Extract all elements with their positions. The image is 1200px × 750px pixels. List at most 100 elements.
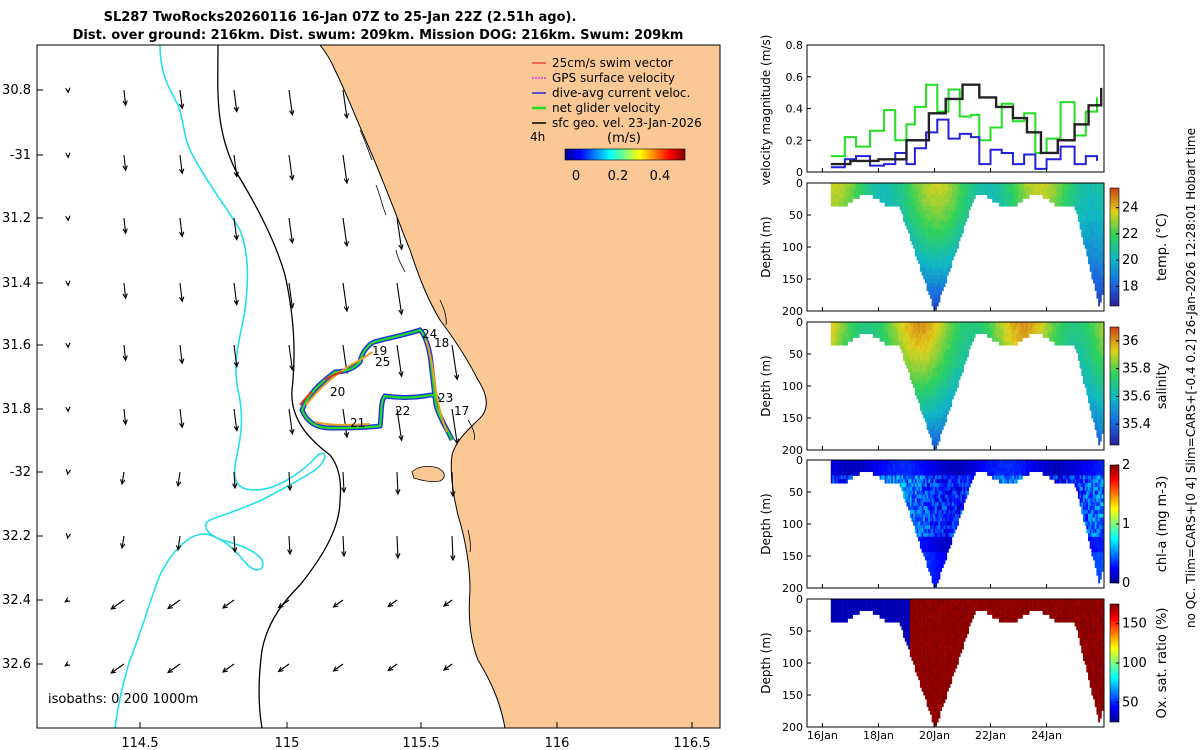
section-cell <box>953 198 956 203</box>
section-cell <box>1084 375 1087 381</box>
section-cell <box>928 360 931 365</box>
section-cell <box>1049 322 1052 327</box>
isobath-1000m <box>114 45 326 728</box>
section-cell <box>936 275 939 280</box>
section-cell <box>943 471 946 476</box>
section-cell <box>861 186 864 192</box>
velocity-arrow <box>288 471 291 491</box>
section-cell <box>918 202 921 207</box>
section-cell <box>1014 479 1017 484</box>
section-cell <box>933 517 936 522</box>
section-cell <box>938 240 941 245</box>
section-cell <box>924 329 927 335</box>
section-cell <box>948 460 951 465</box>
section-cell <box>923 513 926 519</box>
section-cell <box>993 190 996 196</box>
section-cell <box>1099 414 1102 419</box>
section-cell <box>1098 186 1101 192</box>
section-cell <box>940 364 943 369</box>
section-cell <box>1094 275 1097 280</box>
section-cell <box>1089 394 1092 400</box>
section-cell <box>955 345 958 350</box>
section-cell <box>893 322 895 327</box>
section-cell <box>1009 198 1011 203</box>
section-cell <box>951 387 954 392</box>
section-cell <box>1096 206 1099 211</box>
section-cell <box>1091 322 1094 327</box>
section-cell <box>972 467 974 473</box>
section-cell <box>933 567 936 572</box>
section-cell <box>1042 460 1045 465</box>
section-cell <box>904 325 907 331</box>
section-cell <box>936 402 939 407</box>
section-cell <box>955 486 958 492</box>
section-cell <box>835 183 838 188</box>
section-cell <box>940 352 943 358</box>
section-cell <box>918 532 921 538</box>
velocity-arrow <box>278 599 290 608</box>
section-cell <box>953 217 956 222</box>
section-cell <box>956 198 959 203</box>
section-cell <box>896 471 899 476</box>
section-cell <box>928 348 931 354</box>
section-cell <box>931 279 934 284</box>
section-cell <box>940 548 943 553</box>
section-cell <box>1017 471 1020 476</box>
section-cell <box>941 325 944 331</box>
section-cell <box>933 213 936 219</box>
section-cell <box>1098 263 1101 268</box>
section-cell <box>955 225 958 230</box>
section-cell <box>946 502 949 507</box>
velocity-arrowhead <box>64 597 71 603</box>
section-cell <box>852 467 855 473</box>
section-cell <box>943 475 946 480</box>
section-cell <box>966 345 969 350</box>
section-cell <box>914 486 917 492</box>
section-cell <box>861 467 864 473</box>
section-cell <box>896 194 899 199</box>
section-cell <box>943 536 946 542</box>
section-cell <box>992 333 995 338</box>
section-cell <box>935 421 938 427</box>
section-cell <box>961 498 964 503</box>
section-cell <box>1079 352 1082 358</box>
section-cell <box>877 463 880 469</box>
section-cell <box>916 198 919 203</box>
section-cell <box>950 521 953 526</box>
section-cell <box>990 190 993 196</box>
section-cell <box>857 183 860 188</box>
section-cell <box>913 325 916 331</box>
section-cell <box>946 548 949 553</box>
section-cell <box>938 383 941 388</box>
section-cell <box>1056 322 1059 327</box>
colorbar-tick: 0 <box>572 169 580 184</box>
section-cell <box>1091 406 1094 411</box>
section-cell <box>926 267 929 272</box>
section-cell <box>961 209 964 215</box>
section-cell <box>1098 248 1101 253</box>
section-cell <box>1054 202 1057 207</box>
section-cell <box>931 183 934 188</box>
section-cell <box>924 540 927 545</box>
section-cell <box>886 460 889 465</box>
section-cell <box>1047 183 1050 188</box>
section-cell <box>921 263 924 268</box>
section-cell <box>953 248 956 253</box>
section-cell <box>1082 198 1085 203</box>
section-cell <box>945 244 948 249</box>
section-cell <box>901 325 904 331</box>
section-cell <box>1071 475 1074 480</box>
section-cell <box>1017 190 1020 196</box>
section-cell <box>970 190 973 196</box>
section-cell <box>850 460 853 465</box>
section-cell <box>923 548 926 553</box>
section-cell <box>923 391 926 396</box>
section-cell <box>998 183 1001 188</box>
section-cell <box>857 333 860 338</box>
section-cell <box>948 521 951 526</box>
section-cell <box>956 209 959 215</box>
section-cell <box>1099 267 1102 272</box>
section-cell <box>923 352 926 358</box>
section-cell <box>1082 221 1085 226</box>
section-cell <box>1046 186 1048 192</box>
